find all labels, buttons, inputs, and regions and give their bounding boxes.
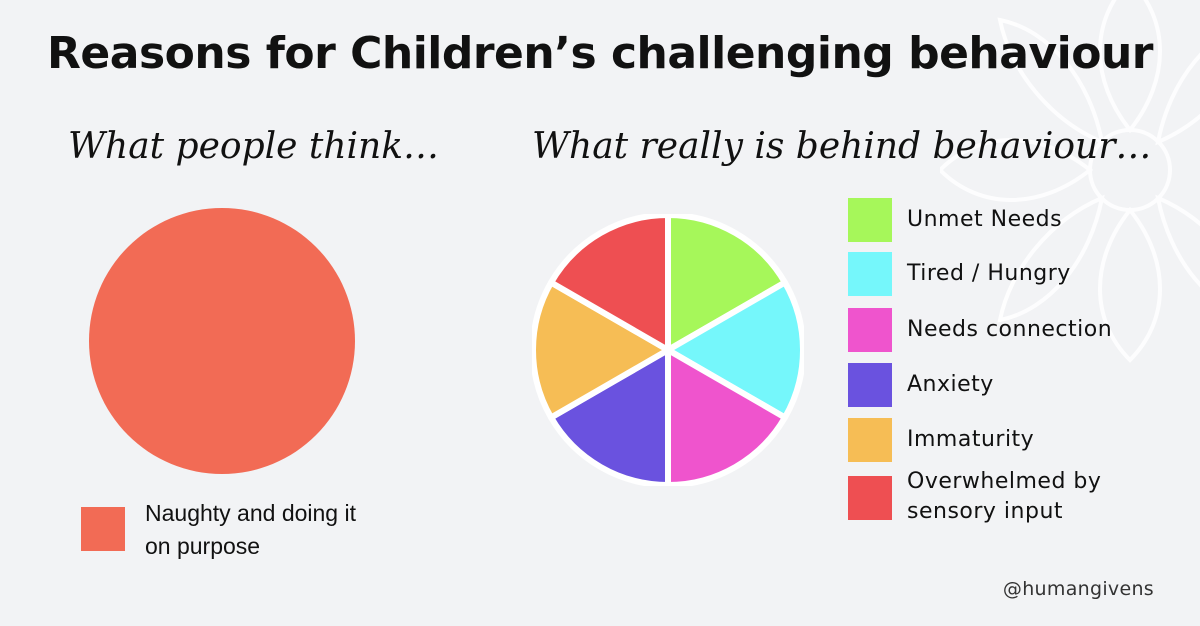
pie-slice-naughty-and-doing-it-on-purpose	[89, 208, 355, 474]
right-chart-subtitle: What really is behind behaviour…	[532, 126, 1152, 167]
legend-swatch-overwhelmed-by-sensory-input	[848, 476, 892, 520]
legend-label-tired-hungry: Tired / Hungry	[907, 261, 1071, 286]
pie-slice-needs-connection	[665, 347, 788, 486]
credit-handle: @humangivens	[1002, 578, 1154, 600]
legend-label-immaturity: Immaturity	[907, 427, 1035, 452]
legend-swatch-needs-connection	[848, 308, 892, 352]
pie-slice-overwhelmed-by-sensory-input	[548, 214, 671, 353]
legend-swatch-naughty	[81, 507, 125, 551]
legend-label-anxiety: Anxiety	[907, 372, 994, 397]
legend-swatch-unmet-needs	[848, 198, 892, 242]
page-title: Reasons for Children’s challenging behav…	[47, 28, 1153, 79]
pie-slice-anxiety	[548, 347, 671, 486]
legend-swatch-immaturity	[848, 418, 892, 462]
legend-label-overwhelmed-by-sensory-input: Overwhelmed by sensory input	[907, 469, 1102, 524]
legend-label-needs-connection: Needs connection	[907, 317, 1113, 342]
right-pie-chart	[532, 214, 804, 486]
pie-slice-immaturity	[532, 279, 671, 421]
legend-swatch-anxiety	[848, 363, 892, 407]
flower-watermark-icon	[940, 0, 1200, 363]
legend-label-unmet-needs: Unmet Needs	[907, 207, 1063, 232]
pie-slice-unmet-needs	[665, 214, 788, 353]
left-chart-subtitle: What people think…	[68, 126, 440, 167]
left-pie-chart	[89, 208, 355, 474]
legend-swatch-tired-hungry	[848, 252, 892, 296]
legend-label-naughty: Naughty and doing it on purpose	[145, 500, 356, 559]
pie-slice-tired-hungry	[665, 279, 804, 421]
